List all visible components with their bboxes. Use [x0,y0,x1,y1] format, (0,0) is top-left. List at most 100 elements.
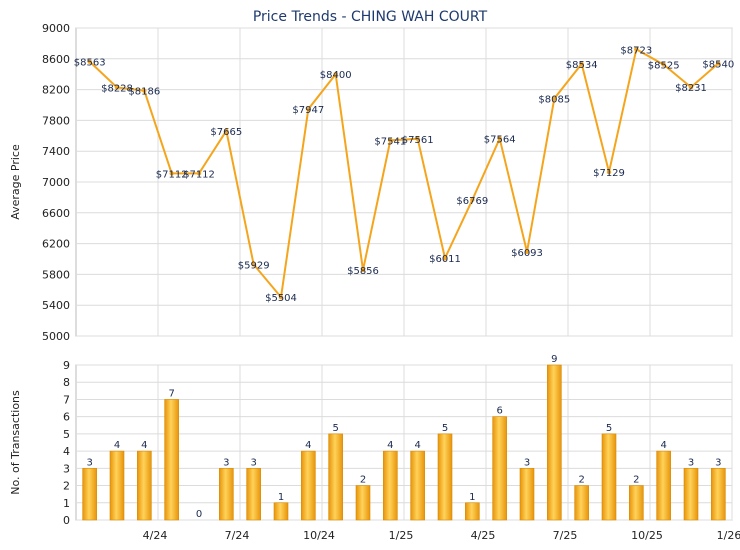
price-data-label: $7564 [484,135,516,146]
price-y-tick-label: 9000 [42,22,70,35]
transactions-y-tick-label: 3 [63,462,70,475]
transaction-bar [410,450,425,521]
price-point [360,267,366,273]
transaction-bar [328,433,343,521]
price-data-label: $8723 [620,45,652,56]
transaction-bar [574,485,589,521]
transaction-count-label: 7 [168,388,174,399]
price-series-line [88,47,719,300]
price-point [306,106,311,112]
transactions-y-tick-label: 7 [63,393,70,406]
price-y-tick-label: 7800 [42,114,70,127]
price-point [524,249,530,255]
transaction-bar [246,468,261,521]
transaction-count-label: 3 [715,457,721,468]
x-tick-label: 7/25 [553,529,578,542]
transaction-bar [492,416,507,521]
transactions-y-tick-label: 6 [63,411,70,424]
price-point [278,294,284,300]
price-point [470,197,475,202]
price-data-label: $7112 [156,169,188,180]
price-point [196,171,202,176]
price-point [716,61,721,66]
transaction-count-label: 4 [305,440,311,451]
price-point [388,138,393,143]
transaction-count-label: 3 [250,457,256,468]
transaction-count-label: 3 [524,457,530,468]
transaction-bar [465,502,480,521]
x-tick-label: 1/25 [389,529,414,542]
price-point [114,85,120,90]
x-tick-label: 10/24 [303,529,335,542]
transaction-bar [137,450,152,521]
transaction-count-label: 1 [278,492,284,503]
price-data-label: $6093 [511,248,543,259]
transaction-bar [219,468,234,521]
x-tick-label: 4/25 [471,529,496,542]
x-tick-label: 4/24 [143,529,168,542]
price-data-label: $7541 [374,136,406,147]
transaction-bar [656,450,671,521]
price-data-label: $8228 [101,83,133,94]
price-point [579,61,584,67]
transaction-count-label: 4 [387,440,393,451]
x-tick-label: 7/24 [225,529,250,542]
price-data-label: $7129 [593,168,625,179]
price-point [606,169,612,175]
transactions-y-tick-label: 0 [63,514,70,527]
price-y-tick-label: 7000 [42,176,70,189]
transaction-count-label: 3 [688,457,694,468]
price-y-tick-label: 5800 [42,268,70,281]
transaction-count-label: 3 [86,457,92,468]
x-tick-label: 10/25 [631,529,663,542]
price-y-tick-label: 6200 [42,238,70,251]
price-data-label: $8186 [128,87,160,98]
price-y-tick-label: 5000 [42,330,70,343]
price-data-label: $7665 [210,127,242,138]
transaction-count-label: 9 [551,354,557,365]
transaction-bar [683,468,699,521]
transaction-bar [711,468,726,521]
transaction-bar [547,364,562,521]
transaction-bar [82,468,97,521]
transaction-count-label: 2 [633,475,639,486]
price-data-label: $8231 [675,83,707,94]
price-point [87,59,92,64]
price-data-label: $5856 [347,266,379,277]
price-data-label: $7561 [402,135,434,146]
transaction-bar [355,485,371,521]
price-y-tick-label: 8200 [42,84,70,97]
price-data-label: $6011 [429,254,461,265]
price-data-label: $6769 [456,196,488,207]
price-point [169,171,174,176]
transaction-bar [519,468,535,521]
price-data-label: $8534 [566,60,598,71]
transaction-bar [383,450,398,521]
price-point [142,88,147,93]
transactions-y-tick-label: 1 [63,497,70,510]
transaction-count-label: 4 [141,440,147,451]
price-point [333,72,338,77]
transaction-bar [164,399,179,521]
transactions-y-tick-label: 5 [63,428,70,441]
price-point [497,136,502,141]
price-panel: 5000 5400 5800 6200 6600 7000 7400 7800 8200 8600… [9,22,734,343]
price-point [661,62,666,67]
price-data-label: $5504 [265,293,297,304]
price-y-tick-label: 6600 [42,207,70,220]
price-point [251,262,256,267]
transactions-y-tick-label: 8 [63,376,70,389]
transaction-bar [301,450,316,521]
transaction-count-label: 5 [606,423,612,434]
price-data-label: $7112 [183,169,215,180]
transaction-count-label: 4 [414,440,420,451]
transactions-y-tick-label: 9 [63,359,70,372]
transaction-count-label: 6 [496,406,502,417]
transactions-panel: 0 1 2 3 4 5 6 7 8 9 No. of Transactions 3 4 4 7 0 3 3 1 4 5 2… [9,354,740,542]
x-tick-label: 1/26 [717,529,740,542]
transactions-y-axis-title: No. of Transactions [9,390,22,495]
transaction-bar [437,433,453,521]
price-point [415,136,420,142]
transactions-y-tick-label: 2 [63,480,70,493]
